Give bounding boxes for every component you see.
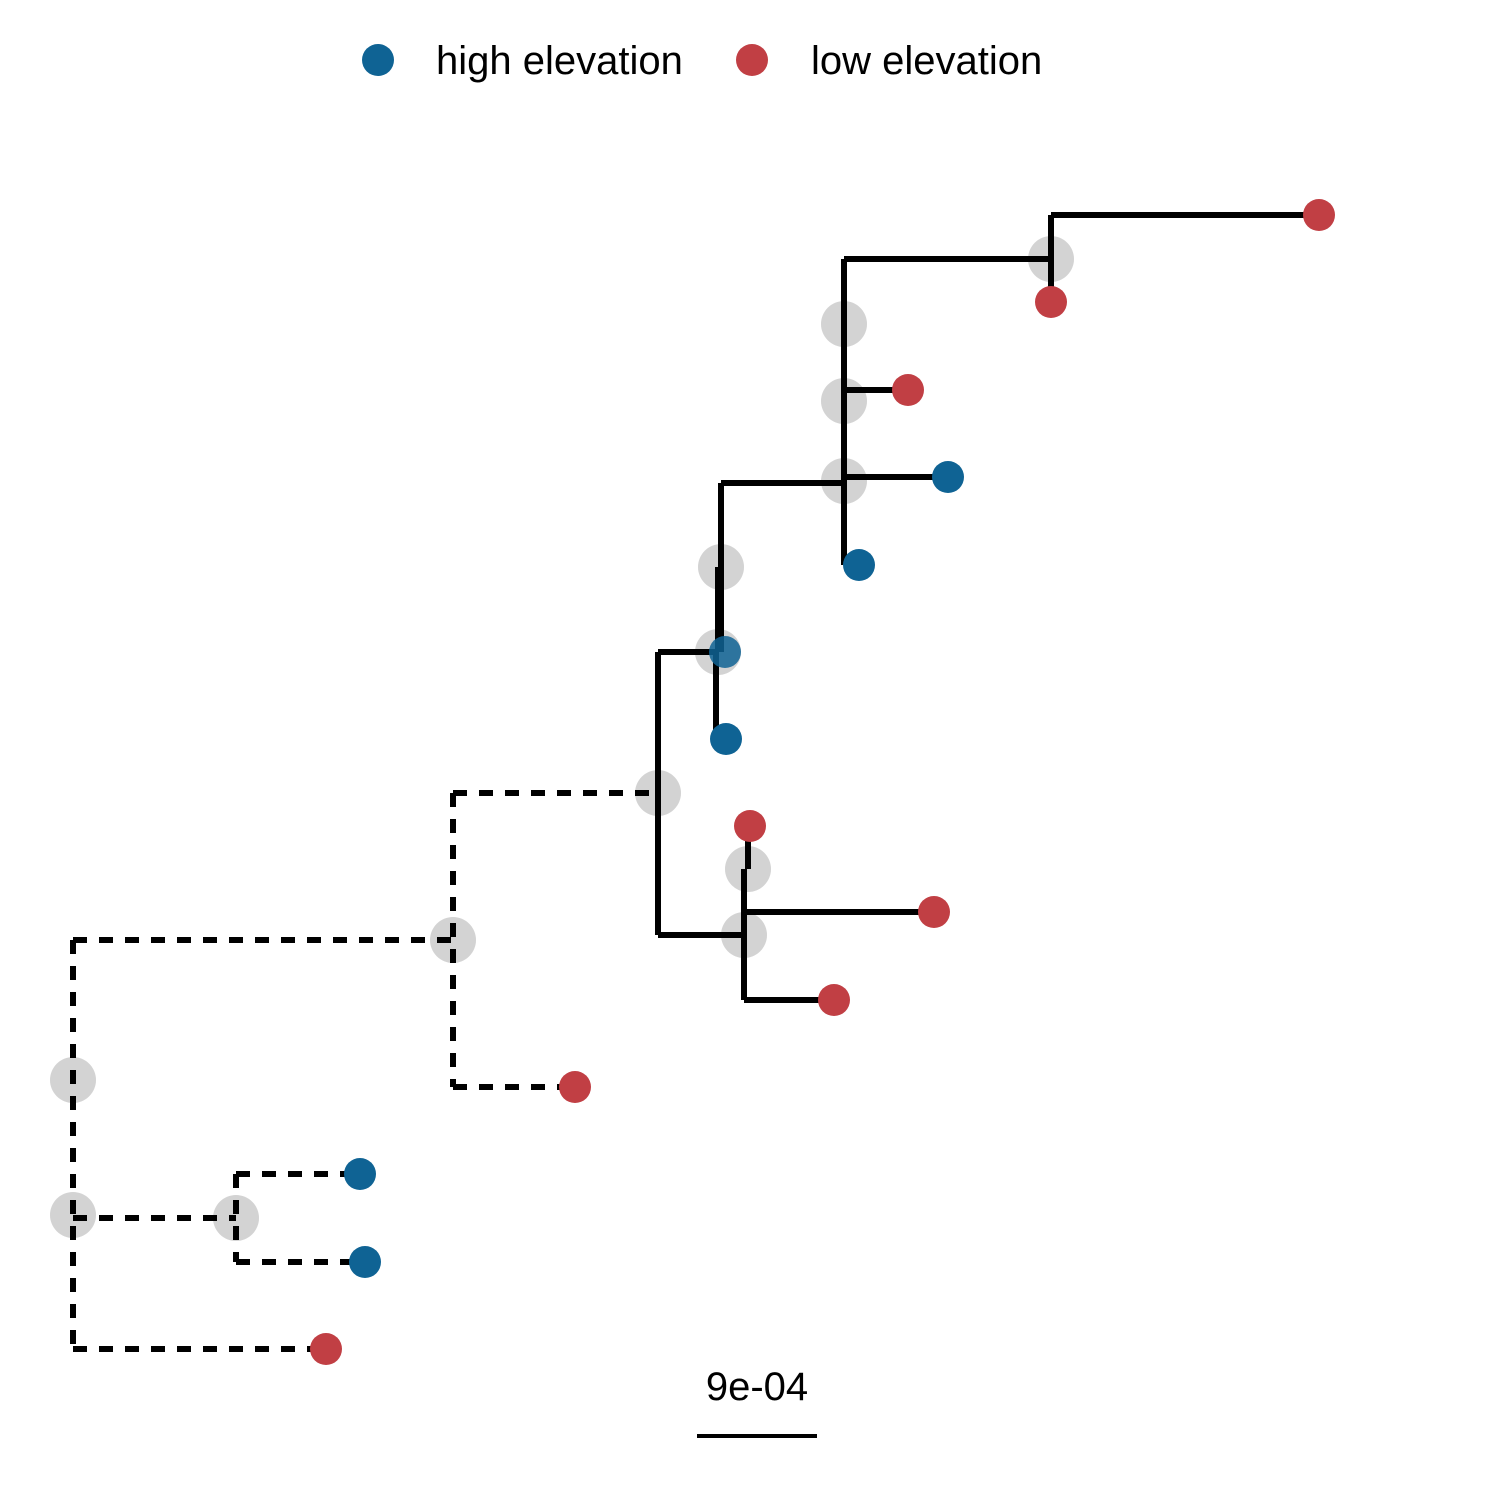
tip-point — [709, 636, 741, 668]
legend-high-elevation-label: high elevation — [436, 39, 683, 83]
scale-bar: 9e-04 — [697, 1365, 817, 1438]
tip-point — [1035, 286, 1067, 318]
tips — [310, 199, 1335, 1365]
tip-point — [344, 1158, 376, 1190]
legend-low-elevation-label: low elevation — [811, 39, 1042, 83]
tip-point — [1303, 199, 1335, 231]
scale-bar-label: 9e-04 — [706, 1365, 808, 1409]
tip-point — [932, 461, 964, 493]
tip-point — [734, 810, 766, 842]
legend: high elevation low elevation — [362, 39, 1042, 83]
tip-point — [349, 1246, 381, 1278]
legend-low-elevation-dot — [736, 44, 768, 76]
dashed-branches — [70, 790, 658, 1352]
legend-high-elevation-dot — [362, 44, 394, 76]
tip-point — [559, 1071, 591, 1103]
tip-point — [892, 374, 924, 406]
solid-branches — [655, 212, 1319, 1003]
tip-point — [818, 984, 850, 1016]
tip-point — [843, 549, 875, 581]
tip-point — [710, 723, 742, 755]
tip-point — [918, 896, 950, 928]
internal-node — [430, 917, 476, 963]
tip-point — [310, 1333, 342, 1365]
